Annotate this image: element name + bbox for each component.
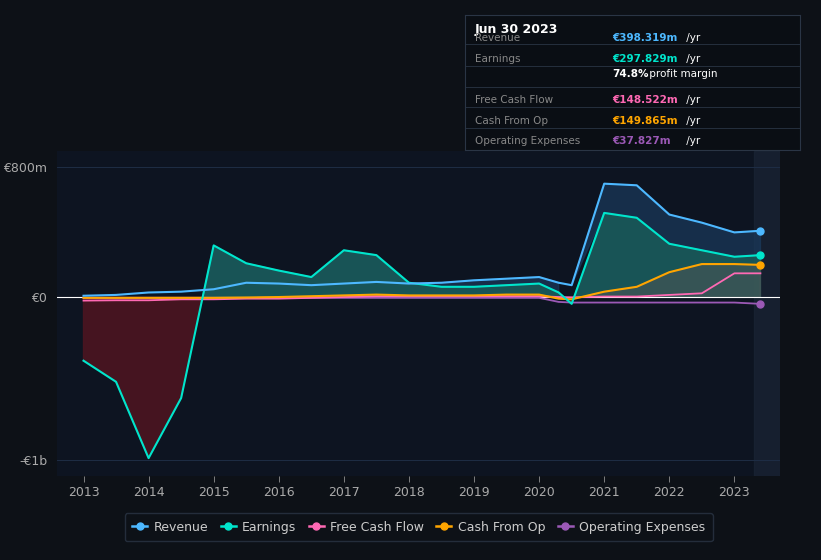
Text: /yr: /yr [683, 115, 700, 125]
Text: Operating Expenses: Operating Expenses [475, 137, 580, 147]
Text: Free Cash Flow: Free Cash Flow [475, 95, 553, 105]
Text: /yr: /yr [683, 95, 700, 105]
Text: Jun 30 2023: Jun 30 2023 [475, 23, 558, 36]
Text: /yr: /yr [683, 137, 700, 147]
Text: Earnings: Earnings [475, 54, 521, 64]
Legend: Revenue, Earnings, Free Cash Flow, Cash From Op, Operating Expenses: Revenue, Earnings, Free Cash Flow, Cash … [125, 513, 713, 541]
Bar [754, 151, 780, 476]
Text: €149.865m: €149.865m [612, 115, 678, 125]
Text: €398.319m: €398.319m [612, 32, 678, 43]
Text: €297.829m: €297.829m [612, 54, 678, 64]
Text: profit margin: profit margin [646, 69, 718, 79]
Text: €37.827m: €37.827m [612, 137, 671, 147]
Text: €148.522m: €148.522m [612, 95, 678, 105]
Text: Cash From Op: Cash From Op [475, 115, 548, 125]
Text: Revenue: Revenue [475, 32, 521, 43]
Text: /yr: /yr [683, 54, 700, 64]
Text: 74.8%: 74.8% [612, 69, 649, 79]
Text: /yr: /yr [683, 32, 700, 43]
